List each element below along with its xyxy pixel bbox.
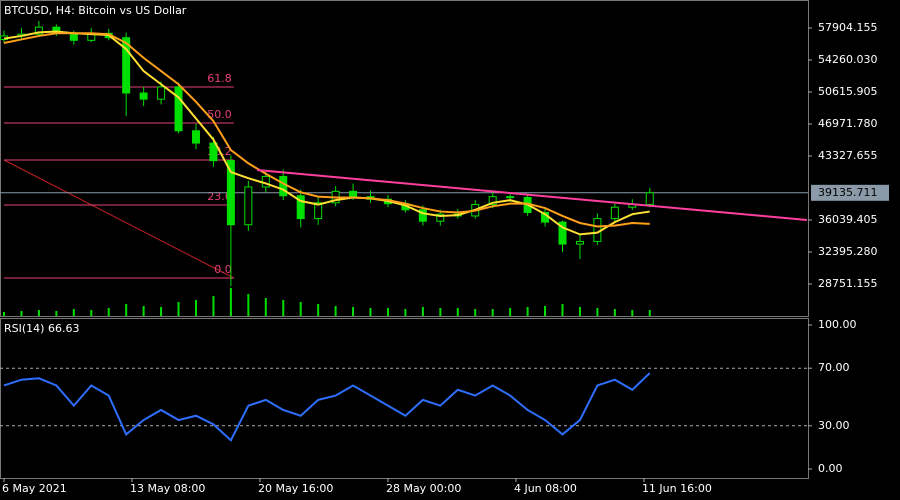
candle-body [279,175,288,197]
volume-bar [194,300,197,316]
candle-body [610,206,619,220]
volume-bar [369,308,372,316]
price-panel [0,0,809,317]
candle-body [157,86,166,100]
volume-bar [561,304,564,316]
volume-bar [578,307,581,316]
volume-bar [386,308,389,316]
volume-bar [125,304,128,316]
x-tick-label: 11 Jun 16:00 [642,482,712,495]
y-tick-label: 57904.155 [818,21,878,34]
candle-body [506,196,515,199]
candle-body [436,213,445,222]
rsi-panel [0,318,809,479]
candle-body [558,221,567,245]
fib-label: 61.8 [207,72,232,85]
volume-bar [264,298,267,316]
moving-average [3,32,650,228]
volume-bar [648,310,651,316]
volume-bar [90,310,93,316]
y-tick-label: 54260.030 [818,53,878,66]
volume-bar [509,308,512,316]
candle-body [314,202,323,220]
volume-bar [474,309,477,316]
candle-body [139,92,148,100]
y-tick-label: 30.00 [818,419,850,432]
y-tick-label: 28751.155 [818,277,878,290]
candle-body [226,160,235,226]
fib-label: 50.0 [207,108,232,121]
fib-label: 0.0 [214,263,232,276]
candle-body [191,130,200,144]
candle-body [418,209,427,222]
y-tick-label: 46971.780 [818,117,878,130]
candle-body [174,86,183,132]
candle-body [34,26,43,35]
chart-title: BTCUSD, H4: Bitcoin vs US Dollar [4,4,187,17]
candle-body [122,37,131,94]
volume-bar [526,307,529,316]
trendline [256,169,807,221]
candle-body [575,240,584,245]
candle-body [296,195,305,220]
y-tick-label: 0.00 [818,462,843,475]
volume-bar [631,310,634,316]
rsi-line [3,372,651,442]
volume-bar [421,307,424,316]
rsi-title: RSI(14) 66.63 [4,322,79,335]
y-tick-label: 32395.280 [818,245,878,258]
volume-bar [2,312,5,316]
current-price-label: 39135.711 [818,186,878,199]
volume-bar [142,306,145,316]
volume-bar [613,309,616,316]
x-tick-label: 6 May 2021 [2,482,67,495]
volume-bar [352,307,355,316]
volume-bar [212,296,215,316]
x-tick-label: 13 May 08:00 [130,482,205,495]
volume-bar [177,302,180,316]
volume-bar [20,311,23,316]
volume-bar [456,308,459,316]
volume-bar [404,309,407,316]
volume-bar [282,300,285,316]
volume-bar [247,294,250,316]
candle-body [488,196,497,206]
volume-bar [334,306,337,316]
volume-bar [229,288,232,316]
volume-bar [37,310,40,316]
current-price-box [811,184,889,201]
x-tick-label: 4 Jun 08:00 [514,482,577,495]
moving-average [3,30,650,236]
x-tick-label: 20 May 16:00 [258,482,333,495]
x-tick-label: 28 May 00:00 [386,482,461,495]
y-tick-label: 43327.655 [818,149,878,162]
candle-body [209,142,218,162]
volume-bar [72,309,75,316]
volume-bar [55,311,58,316]
candle-body [645,192,654,206]
fib-base [3,159,235,279]
candle-body [349,190,358,198]
volume-bar [317,304,320,316]
y-tick-label: 50615.905 [818,85,878,98]
volume-bar [491,309,494,316]
volume-bar [160,307,163,316]
volume-bar [439,308,442,316]
y-tick-label: 36039.405 [818,213,878,226]
volume-bar [596,308,599,316]
volume-bar [544,306,547,316]
candle-body [244,186,253,226]
y-tick-label: 70.00 [818,361,850,374]
volume-bar [299,302,302,316]
y-tick-label: 100.00 [818,318,857,331]
volume-bar [107,308,110,316]
